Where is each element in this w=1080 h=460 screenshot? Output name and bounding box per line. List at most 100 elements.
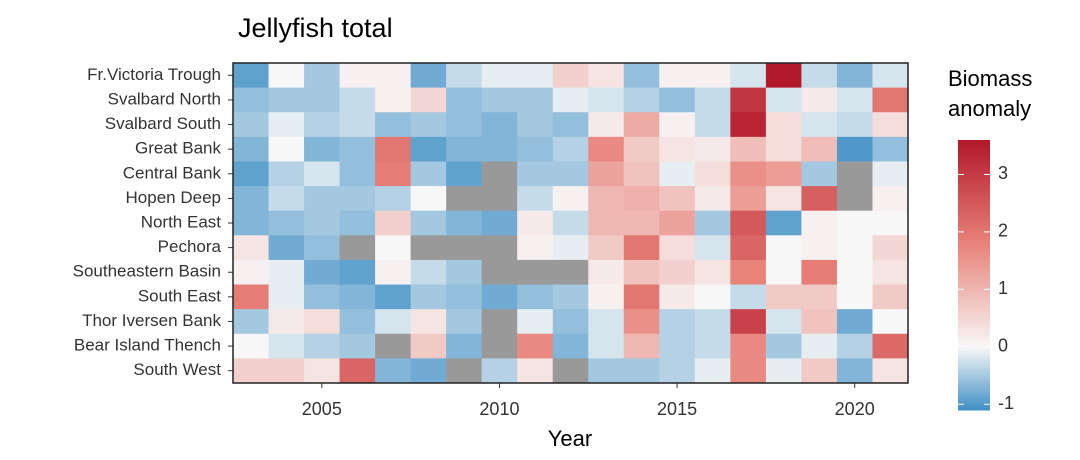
heat-cell <box>872 63 909 89</box>
colorbar-label: 3 <box>998 163 1008 183</box>
y-tick-label: Thor Iversen Bank <box>82 311 221 330</box>
colorbar-step <box>958 149 990 153</box>
colorbar-step <box>958 263 990 267</box>
colorbar-step <box>958 272 990 276</box>
heat-cell <box>552 161 589 187</box>
heat-cell <box>694 186 731 212</box>
heat-cell <box>694 63 731 89</box>
heat-cell <box>623 136 660 162</box>
heat-cell <box>694 161 731 187</box>
heat-cell <box>801 136 838 162</box>
heat-cell <box>517 333 554 359</box>
heat-cell <box>410 161 447 187</box>
colorbar-step <box>958 245 990 249</box>
heat-cell <box>339 309 376 335</box>
y-tick-label: Southeastern Basin <box>73 262 221 281</box>
heat-cell <box>304 186 341 212</box>
heat-cell <box>481 235 518 261</box>
heat-cell <box>517 112 554 138</box>
colorbar-label: -1 <box>998 393 1014 413</box>
heat-cell <box>339 259 376 286</box>
colorbar-step <box>958 326 990 330</box>
y-tick-label: Central Bank <box>123 163 222 182</box>
colorbar-step <box>958 143 990 147</box>
colorbar-step <box>958 314 990 318</box>
heat-cell <box>730 284 767 310</box>
colorbar-step <box>958 290 990 294</box>
heat-cell <box>375 333 412 359</box>
heat-cell <box>730 309 767 335</box>
heat-cell <box>694 210 731 236</box>
heat-cell <box>872 333 909 359</box>
heat-cell <box>552 112 589 138</box>
heat-cell <box>765 235 802 261</box>
colorbar-step <box>958 221 990 225</box>
heat-cell <box>552 87 589 113</box>
colorbar-step <box>958 161 990 165</box>
colorbar-step <box>958 371 990 375</box>
colorbar-step <box>958 329 990 333</box>
heat-cell <box>694 235 731 261</box>
colorbar-step <box>958 146 990 150</box>
heat-cell <box>623 309 660 335</box>
heat-cell <box>836 210 873 236</box>
colorbar-step <box>958 200 990 204</box>
heat-cell <box>872 161 909 187</box>
colorbar-step <box>958 215 990 219</box>
heat-cell <box>623 259 660 286</box>
y-tick-label: South West <box>133 360 221 379</box>
heat-cell <box>339 87 376 113</box>
heat-cell <box>446 284 483 310</box>
heat-cell <box>730 87 767 113</box>
heat-cell <box>872 210 909 236</box>
heat-cell <box>765 87 802 113</box>
colorbar-step <box>958 341 990 345</box>
colorbar-step <box>958 170 990 174</box>
heat-cell <box>623 161 660 187</box>
heat-cell <box>375 161 412 187</box>
colorbar-step <box>958 197 990 201</box>
y-tick-label: Svalbard South <box>105 114 221 133</box>
heat-cell <box>588 161 625 187</box>
heat-cell <box>694 259 731 286</box>
colorbar-step <box>958 335 990 339</box>
heat-cell <box>339 333 376 359</box>
heat-cell <box>375 210 412 236</box>
y-tick-label: South East <box>138 286 221 305</box>
heat-cell <box>836 235 873 261</box>
heat-cell <box>588 333 625 359</box>
heat-cell <box>801 259 838 286</box>
heat-cell <box>446 309 483 335</box>
y-tick-label: Fr.Victoria Trough <box>87 65 221 84</box>
colorbar-step <box>958 281 990 285</box>
x-tick-label: 2010 <box>479 399 519 419</box>
colorbar-step <box>958 380 990 384</box>
heat-cell <box>765 284 802 310</box>
colorbar-step <box>958 386 990 390</box>
heat-cell <box>765 358 802 384</box>
heat-cell <box>268 161 305 187</box>
y-tick-label: Pechora <box>158 237 222 256</box>
colorbar-step <box>958 332 990 336</box>
colorbar-step <box>958 257 990 261</box>
heat-cell <box>481 259 518 286</box>
heat-cell <box>694 284 731 310</box>
heat-cell <box>659 284 696 310</box>
colorbar-step <box>958 230 990 234</box>
colorbar-step <box>958 362 990 366</box>
heat-cell <box>801 358 838 384</box>
heat-cell <box>552 333 589 359</box>
heat-cell <box>481 284 518 310</box>
heat-cell <box>730 63 767 89</box>
heat-cell <box>339 112 376 138</box>
heat-cell <box>339 235 376 261</box>
heat-cell <box>268 259 305 286</box>
heat-cell <box>481 186 518 212</box>
heat-cell <box>801 161 838 187</box>
heat-cell <box>588 235 625 261</box>
heat-cell <box>410 309 447 335</box>
colorbar-step <box>958 275 990 279</box>
heat-cell <box>339 136 376 162</box>
colorbar-step <box>958 353 990 357</box>
heat-cell <box>836 87 873 113</box>
